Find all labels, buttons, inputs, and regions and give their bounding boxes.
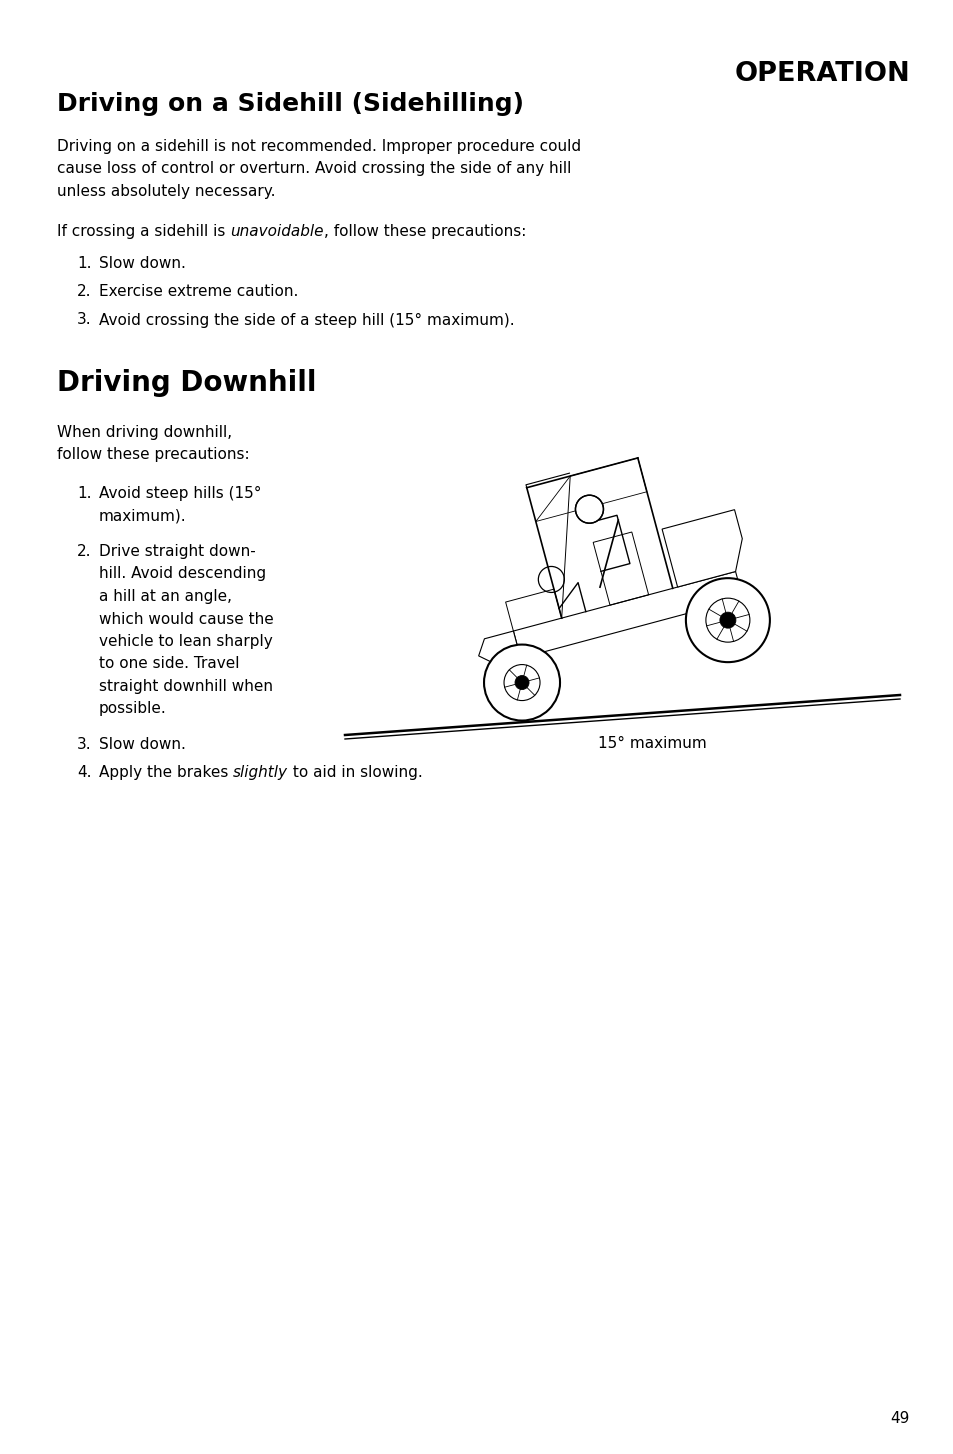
Polygon shape xyxy=(513,571,742,659)
Text: hill. Avoid descending: hill. Avoid descending xyxy=(99,567,266,582)
Text: cause loss of control or overturn. Avoid crossing the side of any hill: cause loss of control or overturn. Avoid… xyxy=(57,161,571,176)
Text: OPERATION: OPERATION xyxy=(734,61,909,87)
Circle shape xyxy=(720,612,735,628)
Text: If crossing a sidehill is: If crossing a sidehill is xyxy=(57,224,230,240)
Text: 2.: 2. xyxy=(77,544,91,558)
Text: Driving on a Sidehill (Sidehilling): Driving on a Sidehill (Sidehilling) xyxy=(57,92,523,116)
Text: 3.: 3. xyxy=(77,313,91,327)
Text: to one side. Travel: to one side. Travel xyxy=(99,657,239,672)
Text: Drive straight down-: Drive straight down- xyxy=(99,544,255,558)
Text: a hill at an angle,: a hill at an angle, xyxy=(99,589,232,603)
Text: Driving on a sidehill is not recommended. Improper procedure could: Driving on a sidehill is not recommended… xyxy=(57,140,580,154)
Text: , follow these precautions:: , follow these precautions: xyxy=(323,224,525,240)
Polygon shape xyxy=(478,631,520,664)
Text: maximum).: maximum). xyxy=(99,509,187,523)
Text: vehicle to lean sharply: vehicle to lean sharply xyxy=(99,634,273,648)
Text: 49: 49 xyxy=(890,1410,909,1426)
Text: Driving Downhill: Driving Downhill xyxy=(57,369,316,397)
Text: 1.: 1. xyxy=(77,486,91,502)
Text: follow these precautions:: follow these precautions: xyxy=(57,448,250,462)
Polygon shape xyxy=(661,510,741,587)
Text: 4.: 4. xyxy=(77,765,91,781)
Text: Slow down.: Slow down. xyxy=(99,737,186,752)
Text: Apply the brakes: Apply the brakes xyxy=(99,765,233,781)
Text: 1.: 1. xyxy=(77,256,91,270)
Text: 15° maximum: 15° maximum xyxy=(598,736,706,752)
Text: which would cause the: which would cause the xyxy=(99,612,274,627)
Text: 3.: 3. xyxy=(77,737,91,752)
Text: slightly: slightly xyxy=(233,765,288,781)
Text: to aid in slowing.: to aid in slowing. xyxy=(288,765,422,781)
Circle shape xyxy=(575,496,603,523)
Circle shape xyxy=(685,579,769,662)
Text: Avoid steep hills (15°: Avoid steep hills (15° xyxy=(99,486,261,502)
Text: possible.: possible. xyxy=(99,701,167,717)
Circle shape xyxy=(515,676,529,689)
Circle shape xyxy=(483,644,559,721)
Text: unless absolutely necessary.: unless absolutely necessary. xyxy=(57,185,275,199)
Text: Exercise extreme caution.: Exercise extreme caution. xyxy=(99,284,298,300)
Text: Avoid crossing the side of a steep hill (15° maximum).: Avoid crossing the side of a steep hill … xyxy=(99,313,514,327)
Text: straight downhill when: straight downhill when xyxy=(99,679,273,694)
Text: 2.: 2. xyxy=(77,284,91,300)
Text: When driving downhill,: When driving downhill, xyxy=(57,425,232,441)
Text: unavoidable: unavoidable xyxy=(230,224,323,240)
Text: Slow down.: Slow down. xyxy=(99,256,186,270)
